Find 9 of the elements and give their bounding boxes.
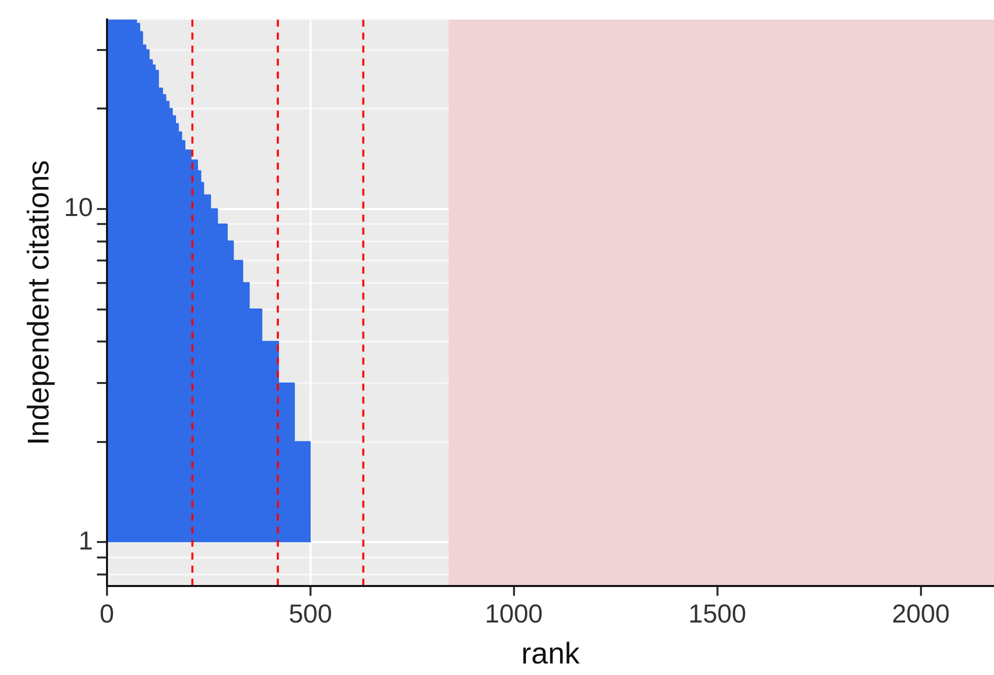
y-tick-label: 10 (64, 192, 93, 222)
x-tick-label: 500 (288, 598, 332, 629)
x-tick-label: 2000 (892, 598, 950, 629)
y-tick-label: 1 (78, 525, 93, 556)
x-tick-label: 1500 (688, 598, 746, 629)
x-tick-label: 1000 (484, 598, 543, 629)
x-tick-label: 0 (100, 598, 114, 629)
x-axis-title: rank (521, 637, 581, 670)
y-axis-title: Independent citations (22, 160, 56, 446)
